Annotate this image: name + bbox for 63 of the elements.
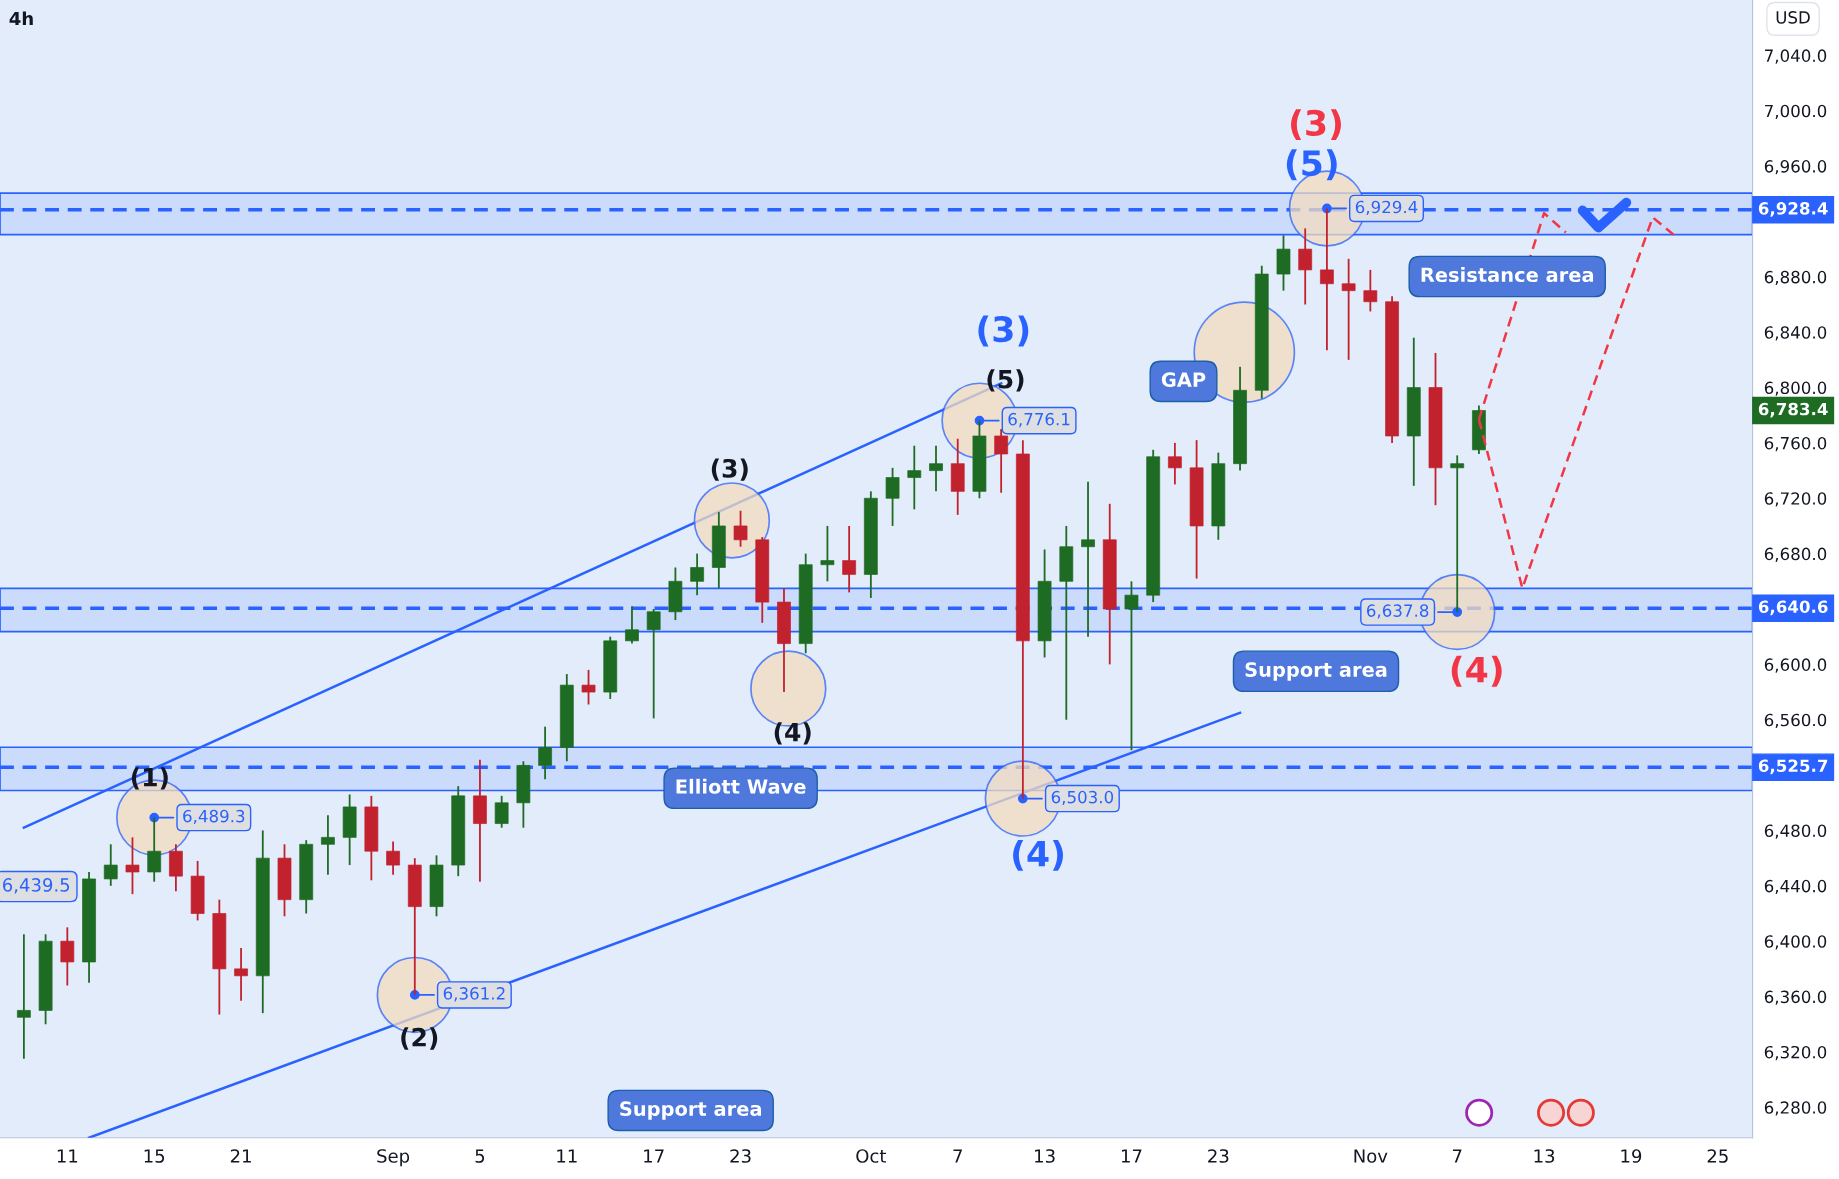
y-tick-label: 6,440.0 [1764, 879, 1827, 895]
x-tick-label: Nov [1354, 1149, 1388, 1163]
x-tick-label: 17 [644, 1149, 664, 1163]
x-tick-label: 17 [1121, 1149, 1142, 1163]
y-tick-label: 6,480.0 [1764, 824, 1827, 839]
annotation: (3) [978, 315, 1029, 347]
annotation: 6,489.3 [183, 809, 245, 825]
y-tick-label: 6,280.0 [1764, 1101, 1827, 1116]
annotation: GAP [1161, 372, 1206, 388]
x-tick-label: 5 [475, 1149, 485, 1163]
x-tick-label: 19 [1621, 1149, 1642, 1163]
x-tick-label: 23 [1208, 1149, 1229, 1163]
annotation: (1) [131, 767, 168, 790]
ref-line-label: 6,928.4 [1758, 202, 1828, 217]
y-tick-label: 6,600.0 [1764, 658, 1827, 673]
annotation: Resistance area [1421, 267, 1594, 283]
annotation: (3) [1291, 109, 1341, 141]
y-tick-label: 6,880.0 [1764, 270, 1827, 286]
y-tick-label: 6,760.0 [1764, 436, 1827, 452]
x-tick-label: 13 [1534, 1149, 1555, 1163]
text: 6,783.4 [1758, 402, 1828, 418]
annotation: Support area [620, 1101, 762, 1120]
x-tick-label: 7 [953, 1149, 962, 1163]
annotation: Elliott Wave [676, 778, 806, 794]
x-tick-label: Oct [856, 1149, 887, 1163]
y-tick-label: 6,720.0 [1764, 492, 1827, 507]
y-tick-label: 6,560.0 [1764, 713, 1827, 728]
y-tick-label: 6,680.0 [1764, 547, 1827, 562]
ref-line-label: 6,640.6 [1758, 600, 1828, 616]
x-tick-label: 23 [730, 1149, 751, 1163]
y-tick-label: 6,320.0 [1764, 1045, 1827, 1061]
annotation: 6,503.0 [1051, 790, 1114, 806]
annotation: 6,637.8 [1366, 604, 1429, 619]
annotation: (2) [401, 1027, 438, 1050]
y-axis-title: USD [1776, 11, 1810, 24]
x-tick-label: 25 [1707, 1149, 1728, 1163]
x-tick-label: 13 [1035, 1149, 1055, 1163]
ref-line-label: 6,525.7 [1758, 759, 1828, 775]
y-tick-label: 7,000.0 [1765, 104, 1827, 119]
annotation: (3) [711, 458, 748, 481]
x-tick-label: 11 [57, 1149, 78, 1163]
annotation: 6,776.1 [1008, 412, 1070, 428]
y-tick-label: 6,360.0 [1764, 990, 1827, 1005]
x-tick-label: 21 [230, 1149, 251, 1163]
annotation: (5) [1286, 149, 1337, 181]
y-tick-label: 6,960.0 [1764, 160, 1827, 175]
y-tick-label: 6,400.0 [1764, 935, 1827, 950]
annotation: (4) [1451, 655, 1502, 687]
annotation: 6,361.2 [443, 987, 505, 1002]
x-tick-label: 11 [557, 1149, 577, 1163]
y-tick-label: 6,800.0 [1764, 381, 1827, 396]
x-tick-label: Sep [377, 1149, 410, 1167]
annotation: Support area [1245, 662, 1387, 681]
text: 4h [9, 11, 33, 26]
y-tick-label: 7,040.0 [1765, 49, 1827, 64]
annotation: (5) [987, 369, 1024, 392]
annotation: (4) [1013, 839, 1064, 871]
y-tick-label: 6,840.0 [1764, 326, 1827, 341]
annotation: (4) [774, 722, 811, 745]
annotation: 6,439.5 [3, 878, 70, 894]
x-tick-label: 7 [1452, 1149, 1462, 1163]
annotation: 6,929.4 [1355, 200, 1418, 215]
x-tick-label: 15 [144, 1149, 165, 1163]
